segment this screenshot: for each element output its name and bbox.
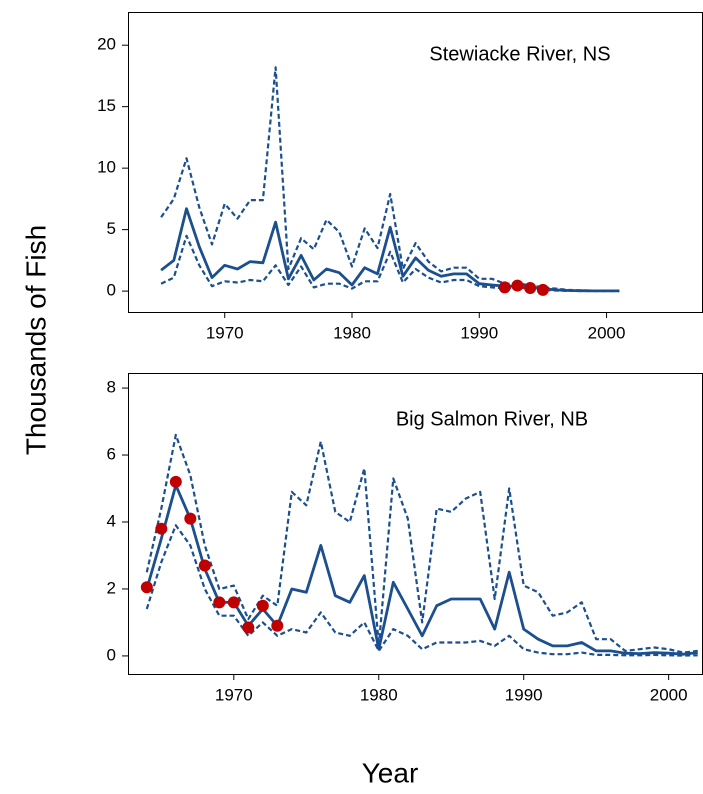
bound-line <box>160 66 620 292</box>
observed-point <box>227 596 240 609</box>
y-tick-label: 2 <box>107 578 116 597</box>
y-tick-label: 10 <box>97 158 116 177</box>
observed-point <box>536 283 549 296</box>
x-tick-label: 1980 <box>360 685 398 704</box>
x-tick-label: 2000 <box>650 685 688 704</box>
panel-title: Stewiacke River, NS <box>429 43 610 65</box>
observed-point <box>271 619 284 632</box>
observed-point <box>524 282 537 295</box>
observed-point <box>169 475 182 488</box>
observed-point <box>213 596 226 609</box>
bound-line <box>145 433 698 654</box>
x-tick-label: 1990 <box>505 685 543 704</box>
y-tick-label: 8 <box>107 378 116 397</box>
y-axis-label: Thousands of Fish <box>20 225 51 455</box>
x-axis-label: Year <box>362 757 419 788</box>
x-tick-label: 1990 <box>460 323 498 342</box>
bound-line <box>160 234 620 293</box>
x-tick-label: 1970 <box>206 323 244 342</box>
x-tick-label: 1980 <box>333 323 371 342</box>
y-tick-label: 20 <box>97 35 116 54</box>
observed-point <box>242 621 255 634</box>
plot-frame <box>128 12 703 313</box>
y-tick-label: 5 <box>107 219 116 238</box>
estimate-line <box>160 207 620 293</box>
bound-line <box>145 524 698 657</box>
observed-point <box>256 599 269 612</box>
observed-point <box>184 512 197 525</box>
x-tick-label: 2000 <box>588 323 626 342</box>
y-tick-label: 4 <box>107 511 116 530</box>
observed-point <box>155 522 168 535</box>
y-tick-label: 0 <box>107 645 116 664</box>
panel-title: Big Salmon River, NB <box>396 408 588 430</box>
observed-point <box>511 279 524 292</box>
estimate-line <box>145 483 698 656</box>
y-tick-label: 15 <box>97 96 116 115</box>
observed-point <box>498 281 511 294</box>
observed-point <box>198 559 211 572</box>
y-tick-label: 6 <box>107 445 116 464</box>
y-tick-label: 0 <box>107 281 116 300</box>
x-tick-label: 1970 <box>215 685 253 704</box>
observed-point <box>140 581 153 594</box>
